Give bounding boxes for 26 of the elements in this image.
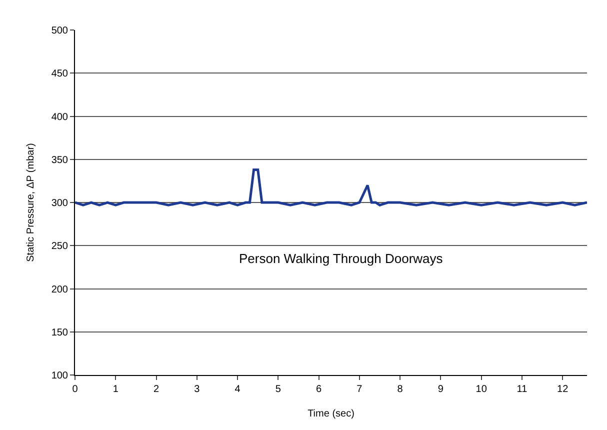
x-tick-label: 6 [316,384,322,395]
x-tick-label: 10 [476,384,488,395]
annotation: Person Walking Through Doorways [239,251,444,266]
x-axis-title: Time (sec) [308,408,354,420]
y-tick-label: 150 [51,327,68,338]
x-tick-label: 9 [438,384,444,395]
x-tick-label: 3 [194,384,200,395]
x-tick-label: 11 [516,384,528,395]
y-tick-label: 450 [51,68,68,80]
x-tick-label: 7 [356,384,363,395]
x-tick-label: 4 [234,384,241,395]
y-tick-label: 250 [51,241,68,252]
y-axis-title: Static Pressure, ΔP (mbar) [25,143,36,262]
y-tick-label: 100 [51,370,68,382]
x-tick-label: 0 [72,384,78,395]
y-tick-label: 350 [51,154,68,166]
y-tick-label: 400 [51,112,68,123]
x-tick-label: 1 [112,384,119,395]
y-tick-label: 200 [51,284,68,296]
x-tick-label: 2 [153,384,160,395]
x-tick-label: 8 [397,384,404,395]
x-tick-label: 12 [557,384,569,395]
y-tick-label: 300 [51,198,68,209]
y-tick-label: 500 [51,26,68,36]
line-series [75,168,587,206]
x-tick-label: 5 [275,384,282,395]
